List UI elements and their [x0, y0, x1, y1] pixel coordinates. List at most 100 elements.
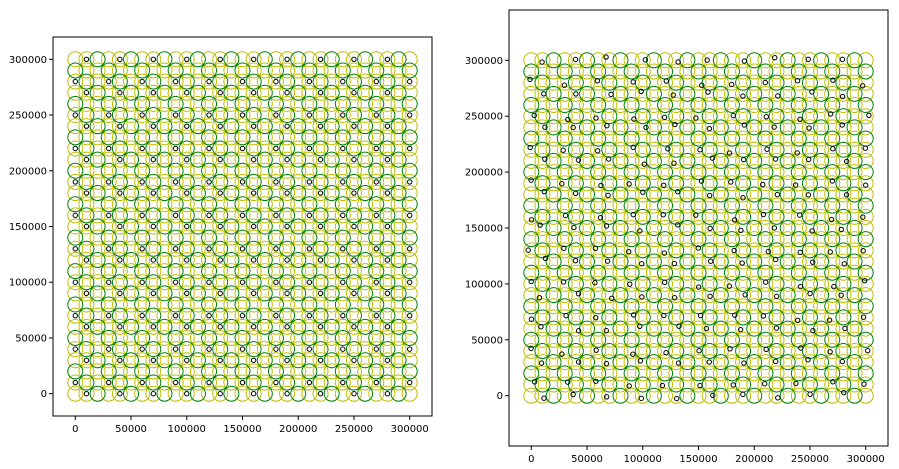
yellow-circle-point [223, 363, 240, 380]
yellow-circle-point [757, 52, 774, 69]
green-circle-point [156, 318, 173, 335]
yellow-circle-point [134, 84, 151, 101]
yellow-circle-point [67, 307, 84, 324]
black-point [239, 179, 246, 185]
yellow-circle-point [323, 329, 340, 346]
yellow-circle-point [167, 374, 184, 391]
yellow-circle-point [645, 74, 662, 91]
yellow-circle-point [401, 185, 418, 202]
black-point [306, 212, 313, 219]
green-circle-point [701, 275, 718, 292]
yellow-circle-point [301, 84, 318, 101]
green-circle-point [757, 197, 774, 214]
yellow-circle-point [156, 296, 173, 313]
yellow-circle-point [790, 242, 807, 259]
green-circle-point [801, 141, 818, 158]
black-point [106, 346, 112, 352]
green-circle-point [89, 251, 106, 268]
yellow-circle-point [100, 240, 117, 257]
yellow-circle-point [345, 363, 362, 380]
black-point [340, 112, 346, 118]
yellow-circle-point [801, 354, 818, 371]
green-circle-point [723, 164, 740, 181]
green-circle-point [234, 363, 251, 380]
yellow-circle-point [623, 74, 640, 91]
green-circle-point [312, 307, 329, 324]
yellow-circle-point [334, 240, 351, 257]
yellow-circle-point [757, 152, 774, 169]
green-circle-point [857, 130, 874, 147]
black-point [860, 214, 866, 220]
yellow-circle-point [579, 231, 596, 248]
green-circle-point [167, 62, 184, 79]
yellow-circle-point [523, 152, 540, 169]
black-point [775, 395, 781, 401]
yellow-circle-point [679, 197, 696, 214]
yellow-circle-point [245, 95, 262, 112]
yellow-circle-point [801, 152, 818, 169]
yellow-circle-point [556, 287, 573, 304]
yellow-circle-point [601, 186, 618, 203]
yellow-circle-point [312, 162, 329, 179]
green-circle-point [212, 274, 229, 291]
series-black-points [525, 54, 872, 402]
yellow-circle-point [357, 107, 374, 124]
black-point [738, 227, 744, 234]
yellow-circle-point [768, 231, 785, 248]
green-circle-point [534, 141, 551, 158]
yellow-circle-point [223, 196, 240, 213]
yellow-circle-point [123, 162, 140, 179]
yellow-circle-point [100, 274, 117, 291]
green-circle-point [357, 51, 374, 68]
black-point [184, 190, 190, 196]
yellow-circle-point [368, 218, 385, 235]
green-circle-point [167, 196, 184, 213]
green-circle-point [668, 309, 685, 326]
yellow-circle-point [567, 119, 584, 136]
yellow-circle-point [67, 318, 84, 335]
black-point [661, 312, 667, 319]
green-circle-point [579, 119, 596, 136]
black-point [631, 116, 637, 122]
yellow-circle-point [267, 173, 284, 190]
black-point [829, 178, 836, 184]
black-point [528, 316, 535, 322]
yellow-circle-point [145, 151, 162, 168]
green-circle-point [212, 173, 229, 190]
yellow-circle-point [779, 342, 796, 359]
yellow-circle-point [290, 374, 307, 391]
yellow-circle-point [712, 298, 729, 315]
green-circle-point [657, 231, 674, 248]
yellow-circle-point [368, 173, 385, 190]
green-circle-point [857, 264, 874, 281]
yellow-circle-point [790, 354, 807, 371]
green-circle-point [323, 352, 340, 369]
green-circle-point [813, 186, 830, 203]
black-point [117, 123, 123, 129]
black-point [206, 246, 212, 252]
yellow-circle-point [189, 107, 206, 124]
green-circle-point [701, 242, 718, 259]
black-point [572, 56, 579, 63]
yellow-circle-point [156, 173, 173, 190]
yellow-circle-point [379, 162, 396, 179]
green-circle-point [579, 287, 596, 304]
green-circle-point [790, 365, 807, 382]
yellow-circle-point [189, 229, 206, 246]
yellow-circle-point [267, 118, 284, 135]
yellow-circle-point [523, 52, 540, 69]
yellow-circle-point [223, 374, 240, 391]
yellow-circle-point [668, 220, 685, 236]
yellow-circle-point [290, 140, 307, 157]
yellow-circle-point [312, 229, 329, 246]
y-tick-label: 150000 [465, 224, 503, 235]
yellow-circle-point [523, 342, 540, 359]
yellow-circle-point [790, 119, 807, 136]
green-circle-point [545, 320, 562, 337]
black-point [184, 391, 190, 397]
green-circle-point [379, 240, 396, 257]
yellow-circle-point [279, 95, 296, 112]
green-circle-point [567, 376, 584, 393]
black-point [541, 395, 547, 401]
yellow-circle-point [746, 130, 763, 147]
